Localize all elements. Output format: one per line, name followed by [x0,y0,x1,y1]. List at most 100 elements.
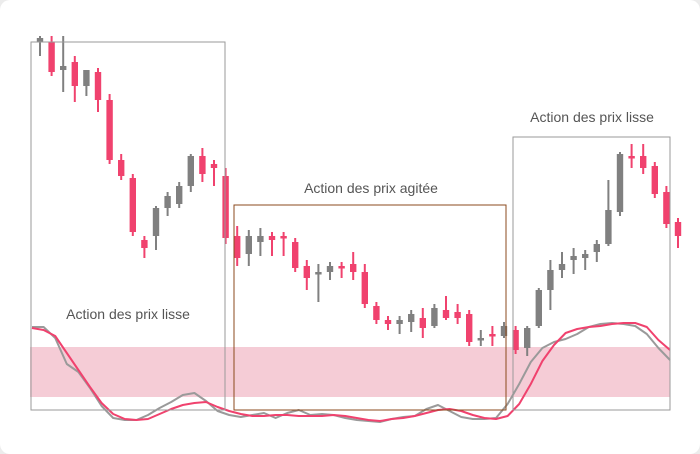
candle [512,326,519,354]
candle [176,182,183,208]
candle [60,36,67,92]
candle-body [616,154,624,212]
candle [373,302,380,324]
candle-body [292,242,299,268]
candle [234,226,241,266]
candle [651,162,658,198]
candle [558,252,566,278]
candle-body [280,236,287,239]
candle-body [605,210,612,244]
candle-body [106,100,113,160]
candle-body [245,236,252,254]
candle-body [338,266,345,269]
candle [408,310,415,332]
candle [454,304,461,324]
candle [48,36,55,76]
candle [268,232,276,256]
candle-body [535,290,542,326]
candle-body [408,314,415,322]
candle [83,70,90,96]
candle-body [152,208,160,236]
candle-body [199,156,206,174]
candle-body [373,306,380,320]
candle-body [489,334,496,337]
candle [199,148,206,182]
candle [535,288,542,328]
candle-body [350,264,357,272]
candle-body [640,156,647,168]
candle [141,236,148,258]
candle [674,218,682,248]
candle [210,160,218,186]
candle [628,144,635,168]
candle [477,330,484,346]
candle-body [466,314,473,342]
candle [419,308,426,338]
candle-body [361,272,368,304]
fast-oscillator-line [31,322,671,422]
candle-body [118,160,125,176]
candle [616,152,624,216]
candle-body [187,156,194,186]
candle [570,248,577,274]
candle [292,238,299,272]
candle [71,56,78,102]
candle-body [500,326,508,336]
candle-body [582,254,589,258]
overbought-oversold-band [30,347,670,397]
candle [640,144,647,174]
smooth-action-box-left [30,41,226,411]
candle-body [396,320,403,324]
candle-body [303,266,310,278]
candle-body [222,176,229,238]
candle-body [651,166,658,194]
candle-body [547,270,554,290]
candle [326,262,334,280]
candle-body [570,256,577,260]
candle-body [512,330,519,350]
candle [257,228,264,256]
candle [222,168,229,244]
candle-body [593,244,600,252]
candle-body [71,62,78,86]
candle [593,240,600,262]
candle [605,180,612,246]
candle [164,192,171,216]
candle [303,260,310,290]
candle-body [442,310,450,318]
candle-body [384,320,392,324]
candle [280,232,287,256]
candle [431,304,438,328]
candle [442,296,450,320]
candle [466,310,473,346]
choppy-action-box [233,204,507,411]
candle-body [210,164,218,168]
candle-body [558,264,566,270]
candle-body [129,178,136,232]
candle-body [454,312,461,318]
candle-body [477,338,484,341]
candle [524,326,531,356]
candle [350,252,357,280]
candle-body [48,42,55,72]
candlestick-series [36,36,682,356]
candle-body [326,266,334,272]
oscillator-lines [31,322,671,423]
middle-box-label: Action des prix agitée [304,180,438,196]
candle [361,264,368,308]
candle [187,154,194,192]
candle-body [674,222,682,236]
candle-body [268,236,276,240]
left-box-label: Action des prix lisse [66,306,190,322]
candle [36,36,44,56]
candle [118,154,125,180]
candle [547,260,554,310]
candle [500,322,508,338]
candle-body [315,272,322,275]
candle-body [60,66,67,70]
candle [245,230,252,266]
candle-body [94,72,102,100]
candle-body [524,328,531,348]
